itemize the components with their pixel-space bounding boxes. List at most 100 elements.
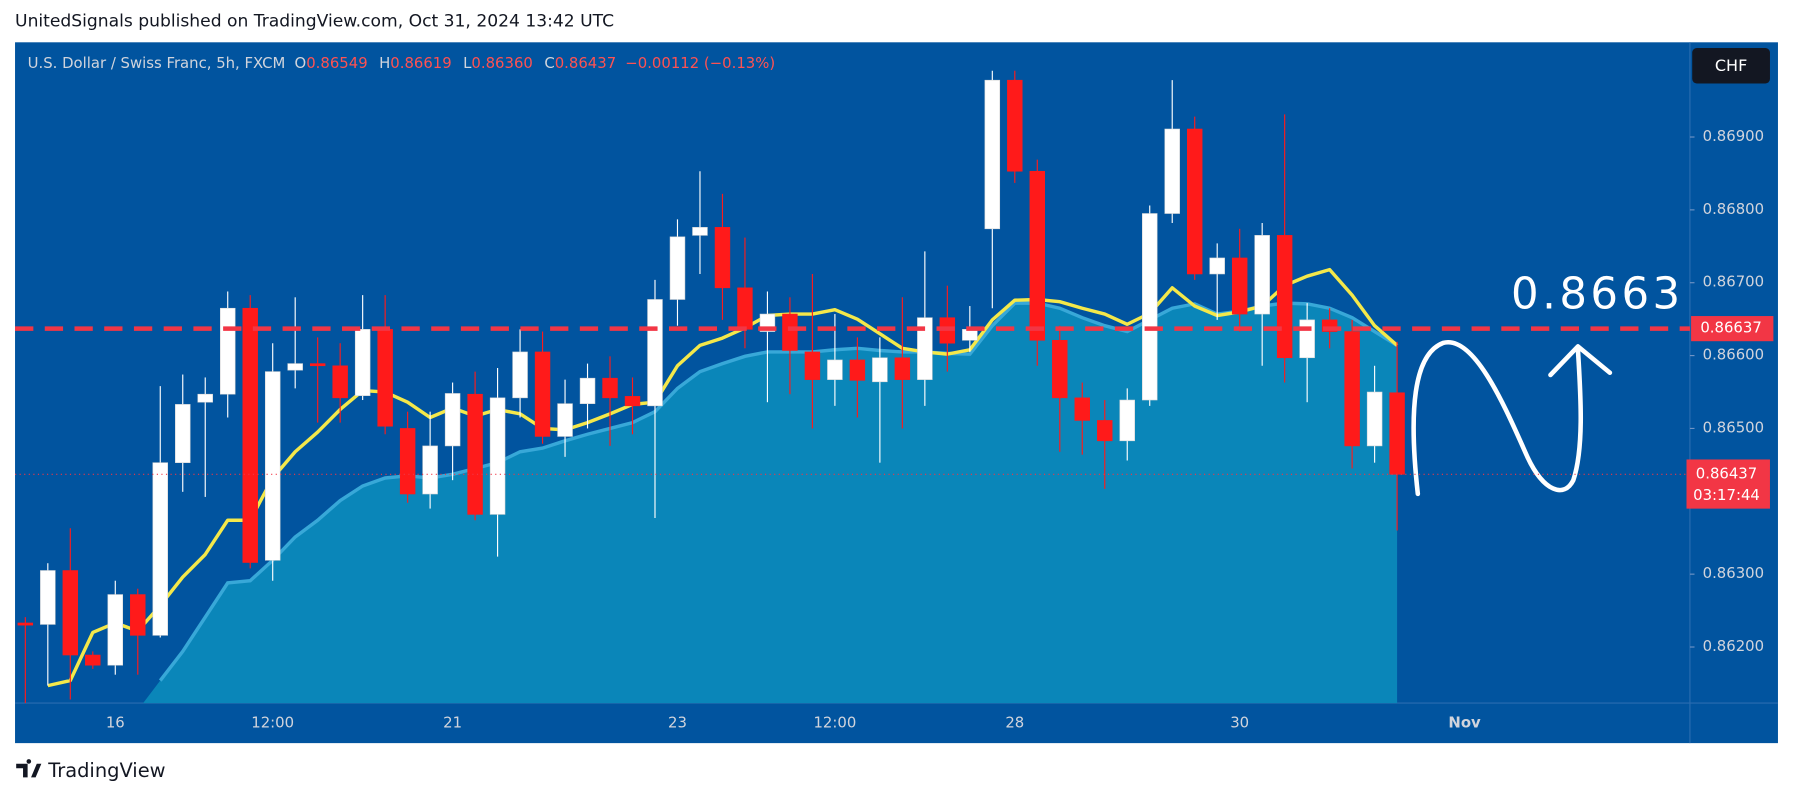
candle-body [220, 307, 236, 395]
candle-body [467, 393, 483, 515]
candle-body [422, 445, 438, 495]
legend-header: U.S. Dollar / Swiss Franc, 5h, FXCM O0.86… [28, 54, 776, 72]
last-price-label: 0.86437 [1696, 464, 1757, 482]
candle-body [602, 377, 618, 399]
candle-body [489, 397, 506, 515]
l-value: 0.86360 [471, 54, 532, 72]
candle-body [917, 317, 933, 380]
logo-mark [16, 759, 42, 778]
x-tick-label: 16 [106, 714, 125, 732]
candle-body [1276, 235, 1293, 359]
y-tick-label: 0.86200 [1703, 637, 1764, 655]
x-tick-label: 12:00 [813, 714, 856, 732]
candle-body [444, 393, 461, 447]
candle-body [1029, 170, 1046, 341]
candle-body [647, 299, 663, 407]
h-key: H [379, 54, 390, 72]
candle-body [62, 570, 79, 656]
tradingview-logo [16, 759, 42, 778]
candle-body [782, 313, 798, 351]
candle-body [332, 365, 348, 399]
candle-body [1344, 331, 1360, 447]
candle-body [894, 357, 911, 380]
candle-body [107, 594, 124, 666]
y-tick-label: 0.86500 [1703, 418, 1764, 436]
last-price-badge [1686, 459, 1770, 509]
currency-badge[interactable] [1692, 48, 1770, 84]
x-tick-label: 23 [668, 714, 687, 732]
candle-body [849, 359, 866, 381]
y-tick-label: 0.86700 [1703, 273, 1764, 291]
annotation: 0.8663 [1511, 270, 1684, 320]
candle-body [197, 393, 213, 403]
candle-body [377, 329, 393, 427]
change: −0.00112 (−0.13%) [625, 54, 775, 72]
c-value: 0.86437 [555, 54, 616, 72]
candle-body [714, 227, 731, 289]
y-tick-label: 0.86900 [1703, 127, 1764, 145]
candle-body [692, 227, 708, 236]
candle-body [1299, 319, 1315, 359]
candle-body [1389, 392, 1405, 475]
candle-body [287, 363, 303, 371]
level-badge [1691, 316, 1774, 342]
x-tick-label: 30 [1230, 714, 1249, 732]
candle-body [1321, 319, 1338, 332]
x-tick-label: 28 [1005, 714, 1024, 732]
candle-body [85, 654, 101, 666]
candle-body [624, 396, 641, 407]
candle-body [175, 404, 191, 463]
candle-body [1164, 128, 1180, 214]
candle-body [1119, 399, 1135, 442]
y-tick-label: 0.86600 [1703, 346, 1764, 364]
candle-body [557, 403, 573, 437]
level-label: 0.86637 [1700, 319, 1761, 337]
candle-body [1052, 339, 1068, 399]
candle-body [872, 357, 888, 383]
candle-body [354, 329, 371, 396]
candle-body [669, 236, 686, 300]
candle-body [1254, 235, 1270, 315]
y-tick-label: 0.86300 [1703, 564, 1764, 582]
candle-body [1231, 257, 1248, 315]
currency-label[interactable]: CHF [1715, 56, 1747, 75]
x-tick-label: 21 [443, 714, 462, 732]
candle-body [737, 287, 753, 330]
candle-body [1097, 420, 1113, 442]
footer-brand: TradingView [47, 759, 165, 782]
candle-body [827, 359, 843, 380]
candle-body [399, 428, 416, 495]
candle-body [579, 377, 596, 404]
candle-body [1007, 79, 1023, 172]
o-key: O [294, 54, 306, 72]
symbol: U.S. Dollar / Swiss Franc, 5h, FXCM [28, 54, 286, 72]
hand-drawn-arrow [1411, 340, 1613, 497]
candle-body [264, 371, 281, 561]
c-key: C [544, 54, 554, 72]
candle-body [242, 307, 258, 563]
candle-body [309, 363, 326, 367]
candle-body [130, 594, 146, 636]
candle-body [1074, 397, 1090, 421]
y-tick-label: 0.86800 [1703, 200, 1764, 218]
candle-body [17, 622, 34, 626]
candle-body [1186, 128, 1203, 275]
candle-body [1142, 213, 1158, 401]
h-value: 0.86619 [390, 54, 451, 72]
candle-body [534, 351, 551, 437]
candle-body [512, 351, 528, 399]
x-tick-label: 12:00 [251, 714, 294, 732]
l-key: L [463, 54, 472, 72]
candle-body [804, 351, 821, 380]
o-value: 0.86549 [306, 54, 367, 72]
candle-body [1366, 391, 1383, 447]
candle-body [40, 570, 56, 625]
candle-body [984, 79, 1001, 230]
countdown: 03:17:44 [1693, 486, 1760, 504]
plot [17, 70, 1405, 704]
candle-body [152, 462, 168, 636]
publisher-line: UnitedSignals published on TradingView.c… [15, 12, 614, 32]
candle-body [962, 329, 978, 341]
